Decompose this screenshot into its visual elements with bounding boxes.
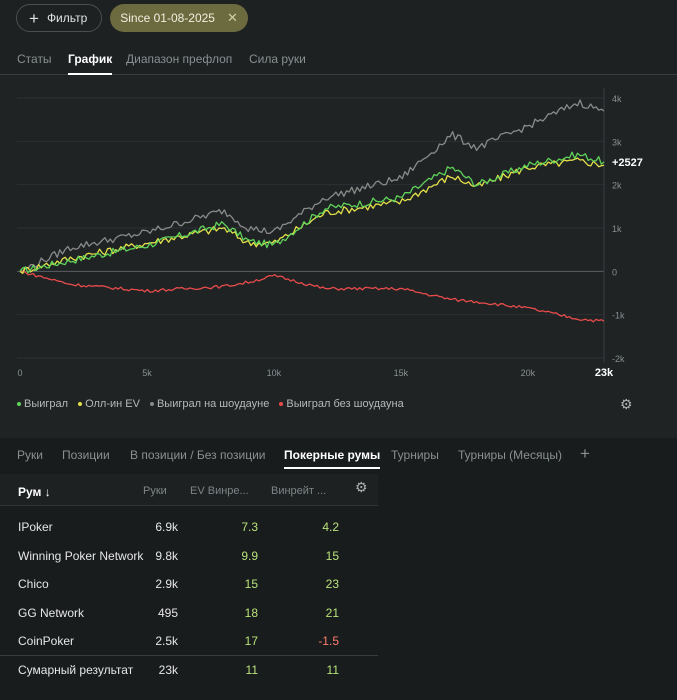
filter-button-label: Фильтр bbox=[46, 11, 88, 25]
y-tick-label: 3k bbox=[612, 137, 622, 147]
legend-non-showdown[interactable]: Выиграл без шоудауна bbox=[279, 398, 404, 410]
cell-wr: 23 bbox=[325, 577, 339, 591]
y-tick-label: 1k bbox=[612, 224, 622, 234]
top-tabs: Статы График Диапазон префлоп Сила руки bbox=[0, 52, 677, 75]
cell-hands: 2.5k bbox=[155, 634, 178, 648]
cell-hands: 6.9k bbox=[155, 520, 178, 534]
column-winrate[interactable]: Винрейт ... bbox=[271, 485, 327, 497]
cell-ev: 17 bbox=[244, 634, 258, 648]
y-tick-label: -1k bbox=[612, 311, 625, 321]
date-filter-chip[interactable]: Since 01-08-2025 ✕ bbox=[110, 4, 248, 32]
legend-won-dot bbox=[17, 402, 21, 406]
tab-in-out-position[interactable]: В позиции / Без позиции bbox=[130, 448, 266, 462]
series-line-4 bbox=[19, 270, 605, 323]
y-tick-label: -2k bbox=[612, 354, 625, 364]
legend-showdown-label: Выиграл на шоудауне bbox=[156, 398, 270, 410]
cell-wr: 21 bbox=[325, 605, 339, 620]
filter-bar: + Фильтр Since 01-08-2025 ✕ bbox=[16, 4, 248, 32]
legend-non-showdown-dot bbox=[279, 402, 284, 406]
cell-wr: 4.2 bbox=[322, 520, 339, 534]
cell-ev: 18 bbox=[244, 605, 258, 620]
legend-won-label: Выиграл bbox=[24, 398, 69, 410]
column-hands[interactable]: Руки bbox=[143, 485, 167, 497]
y-tick-label: 0 bbox=[612, 267, 617, 277]
cell-name: Chico bbox=[18, 577, 49, 591]
summary-divider bbox=[0, 655, 378, 656]
legend-allin-ev[interactable]: Олл-ин EV bbox=[78, 398, 140, 410]
close-icon[interactable]: ✕ bbox=[226, 10, 238, 25]
cell-name: CoinPoker bbox=[18, 634, 75, 648]
cell-hands: 9.8k bbox=[155, 548, 178, 563]
x-tick-label: 10k bbox=[267, 368, 282, 378]
tab-tournaments[interactable]: Турниры bbox=[391, 448, 439, 462]
tab-hand-strength[interactable]: Сила руки bbox=[249, 52, 306, 66]
table-row[interactable]: Chico 2.9k 15 23 bbox=[0, 570, 378, 598]
table-settings-gear-icon[interactable]: ⚙ bbox=[355, 479, 368, 495]
tab-graph[interactable]: График bbox=[68, 52, 113, 75]
cell-hands: 2.9k bbox=[155, 577, 178, 591]
chart-legend: Выиграл Олл-ин EV Выиграл на шоудауне Вы… bbox=[17, 398, 404, 410]
bottom-tabs: Руки Позиции В позиции / Без позиции Пок… bbox=[0, 444, 677, 470]
cell-hands: 495 bbox=[157, 605, 178, 620]
legend-allin-ev-dot bbox=[78, 402, 83, 406]
table-row[interactable]: CoinPoker 2.5k 17 -1.5 bbox=[0, 627, 378, 655]
legend-won[interactable]: Выиграл bbox=[17, 398, 68, 410]
y-tick-label: 4k bbox=[612, 94, 622, 104]
legend-non-showdown-label: Выиграл без шоудауна bbox=[286, 398, 404, 410]
summary-row: Сумарный результат 23k 11 11 bbox=[0, 656, 378, 684]
cell-name: GG Network bbox=[18, 605, 85, 620]
cell-name: IPoker bbox=[18, 520, 53, 534]
end-value-label: +2527 bbox=[612, 157, 643, 169]
table-row[interactable]: GG Network 495 18 21 bbox=[0, 599, 378, 627]
column-room[interactable]: Рум ↓ bbox=[18, 485, 51, 499]
series-line-1 bbox=[19, 151, 605, 274]
cell-wr: 15 bbox=[325, 548, 339, 563]
cell-ev: 15 bbox=[244, 577, 258, 591]
profit-chart: 4k 3k 2k 1k 0 -1k -2k 0 5k 10k 15k 20k 23k +2527 bbox=[17, 88, 643, 379]
tab-stats[interactable]: Статы bbox=[17, 52, 52, 66]
tab-preflop-range[interactable]: Диапазон префлоп bbox=[126, 52, 233, 66]
series-line-3 bbox=[19, 99, 605, 272]
plus-icon: + bbox=[29, 8, 39, 28]
summary-winrate: 11 bbox=[326, 663, 339, 677]
tab-poker-rooms[interactable]: Покерные румы bbox=[284, 448, 381, 469]
summary-hands: 23k bbox=[158, 663, 178, 677]
summary-ev: 11 bbox=[245, 663, 258, 677]
filter-button[interactable]: + Фильтр bbox=[16, 4, 103, 32]
cell-name: Winning Poker Network bbox=[18, 548, 144, 563]
x-tick-label: 15k bbox=[394, 368, 409, 378]
summary-name: Сумарный результат bbox=[18, 663, 134, 677]
legend-showdown-dot bbox=[149, 402, 154, 406]
table-row[interactable]: IPoker 6.9k 7.3 4.2 bbox=[0, 513, 378, 541]
x-tick-label: 23k bbox=[595, 367, 614, 379]
add-tab-icon[interactable]: + bbox=[580, 444, 590, 463]
x-tick-label: 5k bbox=[142, 368, 152, 378]
legend-showdown[interactable]: Выиграл на шоудауне bbox=[149, 398, 270, 410]
cell-ev: 9.9 bbox=[241, 548, 258, 563]
date-filter-label: Since 01-08-2025 bbox=[120, 11, 215, 25]
chart-panel bbox=[0, 76, 677, 438]
tab-tournaments-months[interactable]: Турниры (Месяцы) bbox=[458, 448, 562, 462]
column-ev-winrate[interactable]: EV Винре... bbox=[190, 485, 249, 497]
tab-hands[interactable]: Руки bbox=[17, 448, 43, 462]
cell-ev: 7.3 bbox=[241, 520, 258, 534]
tab-positions[interactable]: Позиции bbox=[62, 448, 110, 462]
x-tick-label: 20k bbox=[521, 368, 536, 378]
table-row[interactable]: Winning Poker Network 9.8k 9.9 15 bbox=[0, 542, 378, 570]
chart-settings-gear-icon[interactable]: ⚙ bbox=[620, 396, 633, 412]
cell-wr: -1.5 bbox=[318, 634, 339, 648]
x-tick-label: 0 bbox=[17, 368, 22, 378]
legend-allin-ev-label: Олл-ин EV bbox=[85, 398, 140, 410]
table-header: Рум ↓ Руки EV Винре... Винрейт ... bbox=[0, 474, 378, 506]
y-tick-label: 2k bbox=[612, 181, 622, 191]
